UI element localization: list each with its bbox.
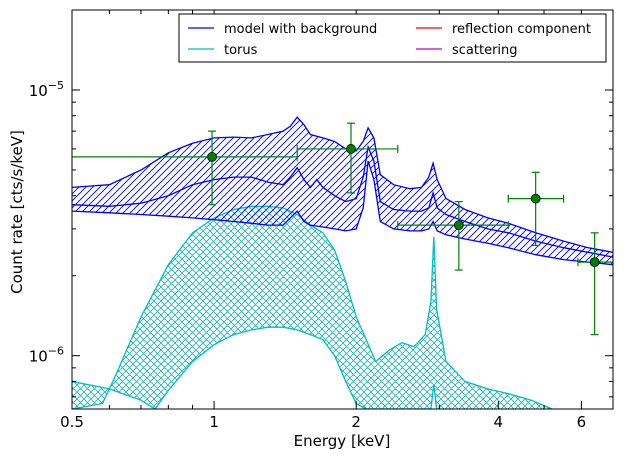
model-lower-line [72,160,613,266]
y-tick-label: 10−6 [29,345,64,366]
x-tick-label: 2 [351,413,361,431]
data-marker [530,193,541,204]
data-point [397,201,509,271]
data-marker [589,257,600,268]
x-tick-label: 4 [494,413,504,431]
legend-label: model with background [224,22,377,37]
x-tick-label: 0.5 [60,413,84,431]
plot-area [72,116,613,409]
data-marker [207,151,217,162]
plot-frame [71,9,614,410]
x-axis-label: Energy [keV] [294,432,391,450]
data-marker [453,220,464,231]
legend: model with background torus reflection com… [178,13,607,63]
model-band-fill [72,117,613,265]
y-tick-exponent: −6 [48,345,64,358]
data-point [577,232,613,336]
legend-label: reflection component [452,22,591,37]
legend-box [178,13,607,63]
y-tick-label: 10−5 [29,79,64,100]
model-mid-line [72,144,613,258]
data-point [72,130,298,206]
legend-label: torus [224,43,258,58]
y-tick-base: 10 [29,82,48,100]
model-upper-line [72,116,613,253]
data-point [296,122,399,194]
y-tick-exponent: −5 [48,79,64,92]
y-tick-base: 10 [29,348,48,366]
x-tick-label: 1 [209,413,219,431]
torus-band-fill [72,206,553,409]
data-point [507,171,565,247]
torus-upper-line [72,205,553,409]
x-tick-label: 6 [577,413,587,431]
data-marker [346,144,356,154]
legend-label: scattering [452,43,518,58]
y-axis-label: Count rate [cts/s/keV] [8,130,26,294]
torus-lower-line [72,326,438,409]
